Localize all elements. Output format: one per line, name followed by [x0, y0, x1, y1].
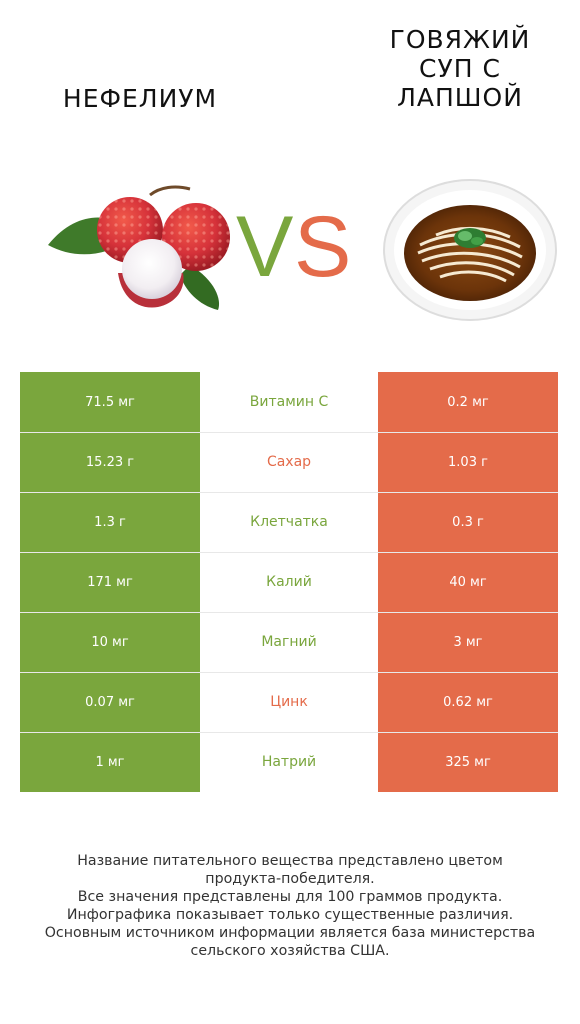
left-value-cell: 1.3 г [20, 492, 200, 552]
row-separator [20, 612, 558, 613]
right-title-line: ЛАПШОЙ [397, 83, 523, 112]
right-value-cell: 40 мг [378, 552, 558, 612]
right-title-line: ГОВЯЖИЙ [389, 25, 531, 54]
row-separator [20, 432, 558, 433]
nutrient-name-cell: Сахар [200, 432, 378, 492]
footnote-line: сельского хозяйства США. [190, 943, 390, 959]
lychee-texture [162, 203, 230, 271]
table-row: 171 мг Калий 40 мг [20, 552, 558, 612]
nutrient-name-cell: Калий [200, 552, 378, 612]
left-value-cell: 71.5 мг [20, 372, 200, 432]
comparison-table: 71.5 мг Витамин C 0.2 мг 15.23 г Сахар 1.03 г… [20, 372, 558, 794]
right-value-cell: 0.3 г [378, 492, 558, 552]
footnote-line: Название питательного вещества представл… [77, 853, 503, 869]
left-value-cell: 1 мг [20, 732, 200, 792]
vs-mark: V S [236, 199, 351, 295]
table-row: 15.23 г Сахар 1.03 г [20, 432, 558, 492]
nutrient-name-cell: Витамин C [200, 372, 378, 432]
nephelium-image [48, 185, 230, 310]
footnote-line: Все значения представлены для 100 граммо… [77, 889, 503, 905]
left-value-cell: 171 мг [20, 552, 200, 612]
nutrient-name-cell: Натрий [200, 732, 378, 792]
leaf-icon [180, 265, 220, 310]
right-title-line: СУП С [419, 54, 501, 83]
table-row: 10 мг Магний 3 мг [20, 612, 558, 672]
left-value-cell: 0.07 мг [20, 672, 200, 732]
footnote: Название питательного вещества представл… [20, 852, 560, 960]
row-separator [20, 552, 558, 553]
table-row: 1.3 г Клетчатка 0.3 г [20, 492, 558, 552]
right-value-cell: 3 мг [378, 612, 558, 672]
footnote-line: Инфографика показывает только существенн… [66, 907, 514, 923]
footnote-line: продукта-победителя. [205, 871, 375, 887]
vs-letter-v: V [236, 199, 293, 295]
nutrient-name-cell: Цинк [200, 672, 378, 732]
left-value-cell: 10 мг [20, 612, 200, 672]
right-value-cell: 0.2 мг [378, 372, 558, 432]
hero-illustration: V S [48, 179, 557, 321]
row-separator [20, 732, 558, 733]
beef-noodle-soup-image [383, 179, 557, 321]
right-value-cell: 1.03 г [378, 432, 558, 492]
table-row: 71.5 мг Витамин C 0.2 мг [20, 372, 558, 432]
right-value-cell: 0.62 мг [378, 672, 558, 732]
row-separator [20, 492, 558, 493]
row-separator [20, 672, 558, 673]
vs-letter-s: S [294, 199, 351, 295]
nutrient-name-cell: Клетчатка [200, 492, 378, 552]
nutrient-name-cell: Магний [200, 612, 378, 672]
left-value-cell: 15.23 г [20, 432, 200, 492]
table-row: 0.07 мг Цинк 0.62 мг [20, 672, 558, 732]
left-product-title: НЕФЕЛИУМ [62, 84, 218, 113]
greens-icon [454, 228, 486, 248]
stem-icon [149, 185, 191, 197]
table-row: 1 мг Натрий 325 мг [20, 732, 558, 792]
right-value-cell: 325 мг [378, 732, 558, 792]
footnote-line: Основным источником информации является … [44, 925, 536, 941]
peeled-lychee-icon [122, 239, 182, 299]
right-product-title: ГОВЯЖИЙ СУП С ЛАПШОЙ [360, 25, 560, 112]
